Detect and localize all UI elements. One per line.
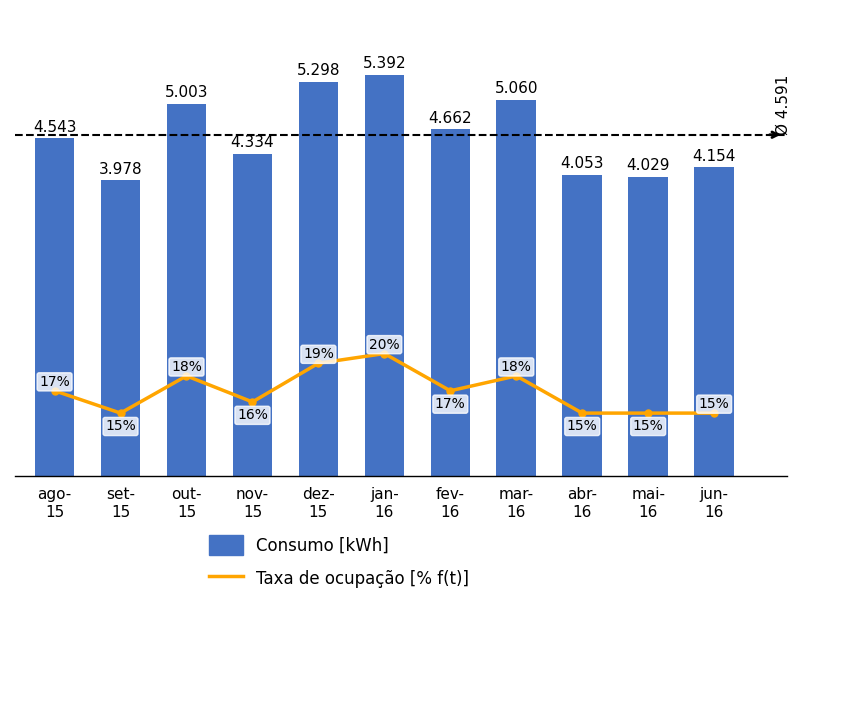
Text: 4.543: 4.543 (33, 119, 76, 134)
Text: 15%: 15% (567, 419, 597, 433)
Bar (431, 129, 470, 476)
Bar (101, 180, 140, 476)
Bar (166, 104, 206, 476)
Bar (629, 177, 668, 476)
Text: 16%: 16% (237, 409, 268, 422)
Text: Ø 4.591: Ø 4.591 (776, 74, 791, 134)
Text: 20%: 20% (369, 337, 400, 352)
Text: 17%: 17% (435, 397, 466, 411)
Text: 19%: 19% (303, 348, 334, 361)
Text: 3.978: 3.978 (99, 161, 142, 177)
Text: 15%: 15% (633, 419, 663, 433)
Bar (364, 75, 404, 476)
Text: 17%: 17% (39, 375, 70, 389)
Text: 5.392: 5.392 (362, 57, 406, 71)
Bar (232, 154, 272, 476)
Text: 15%: 15% (699, 397, 729, 411)
Text: 4.154: 4.154 (693, 148, 736, 164)
Text: 4.662: 4.662 (428, 111, 473, 126)
Text: 18%: 18% (501, 360, 531, 374)
Bar (563, 174, 602, 476)
Text: 18%: 18% (171, 360, 202, 374)
Bar (35, 138, 75, 476)
Bar (694, 167, 734, 476)
Legend: Consumo [kWh], Taxa de ocupação [% f(t)]: Consumo [kWh], Taxa de ocupação [% f(t)] (201, 526, 477, 597)
Text: 15%: 15% (105, 419, 136, 433)
Bar (497, 100, 536, 476)
Text: 5.003: 5.003 (165, 85, 208, 100)
Text: 4.334: 4.334 (231, 135, 274, 150)
Text: 5.298: 5.298 (297, 63, 340, 79)
Bar (298, 82, 338, 476)
Text: 4.029: 4.029 (627, 158, 670, 173)
Text: 5.060: 5.060 (494, 81, 538, 96)
Text: 4.053: 4.053 (560, 156, 604, 171)
